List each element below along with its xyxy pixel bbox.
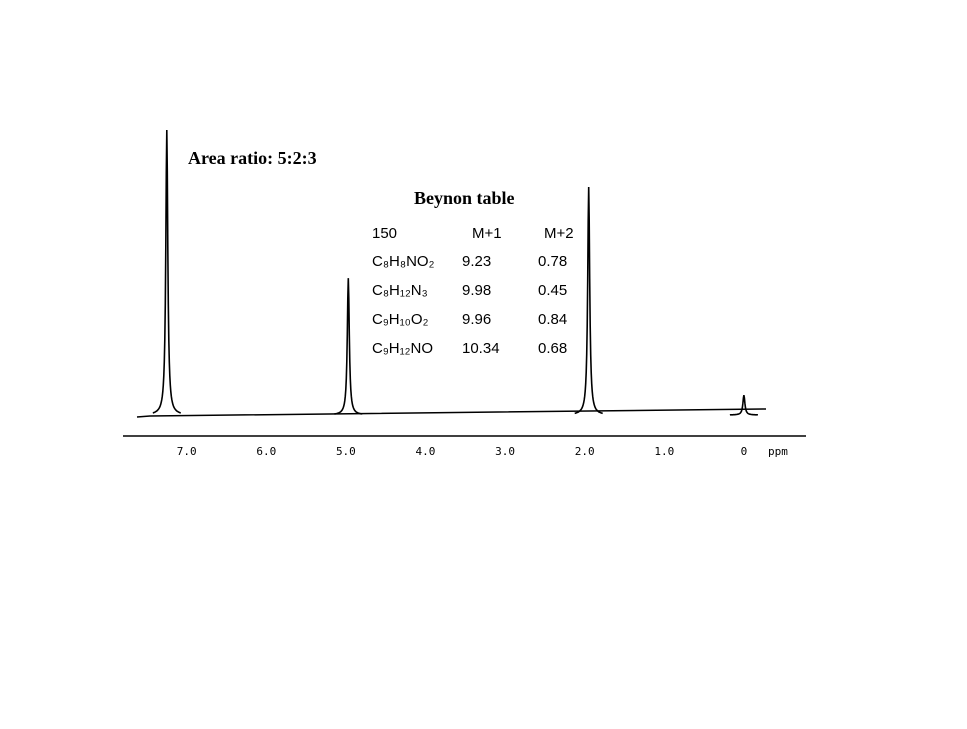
table-value: 9.96 — [462, 311, 491, 328]
table-title: Beynon table — [414, 188, 515, 208]
table-value: 10.34 — [462, 340, 500, 357]
x-tick-label: 5.0 — [336, 445, 356, 458]
x-tick-label: 2.0 — [575, 445, 595, 458]
table-value: 0.68 — [538, 340, 567, 357]
x-tick-label: 7.0 — [177, 445, 197, 458]
table-value: 9.23 — [462, 253, 491, 270]
peak — [729, 394, 759, 416]
table-value: 0.78 — [538, 253, 567, 270]
annotation: Area ratio: 5:2:3 — [188, 148, 317, 168]
x-tick-label: 0 — [741, 445, 748, 458]
peak — [152, 129, 181, 414]
table-header: 150 — [372, 225, 397, 242]
x-tick-label: 1.0 — [654, 445, 674, 458]
table-value: 9.98 — [462, 282, 491, 299]
peak — [574, 186, 603, 415]
peak — [334, 278, 363, 415]
x-tick-label: 3.0 — [495, 445, 515, 458]
x-tick-label: 4.0 — [416, 445, 436, 458]
table-value: 0.84 — [538, 311, 567, 328]
table-formula: C₉H₁₂NO — [372, 340, 433, 357]
x-tick-label: 6.0 — [256, 445, 276, 458]
table-value: 0.45 — [538, 282, 567, 299]
baseline — [136, 408, 767, 418]
table-formula: C₉H₁₀O₂ — [372, 311, 429, 328]
table-header: M+2 — [544, 225, 574, 242]
x-axis-label: ppm — [768, 445, 788, 458]
table-formula: C₈H₁₂N₃ — [372, 282, 428, 299]
table-header: M+1 — [472, 225, 502, 242]
table-formula: C₈H₈NO₂ — [372, 253, 435, 270]
